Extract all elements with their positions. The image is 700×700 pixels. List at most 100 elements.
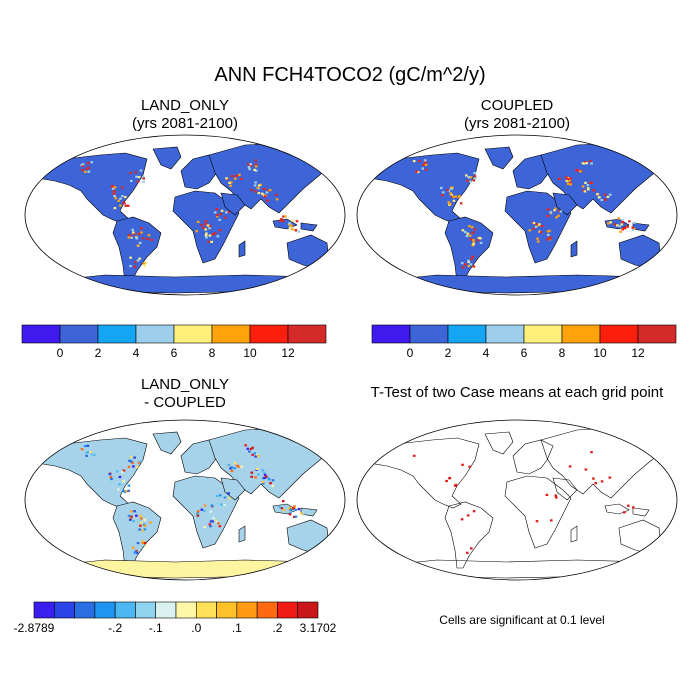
colorbar-1-box-4 — [173, 324, 213, 344]
grid-cell-2-5-1 — [536, 224, 540, 227]
grid-cell-1-7-7 — [227, 211, 230, 214]
grid-cell-1-14-6 — [136, 180, 140, 183]
grid-cell-2-11-9 — [621, 228, 624, 231]
grid-cell-3-12-9 — [240, 465, 243, 468]
grid-cell-2-4-0 — [461, 266, 465, 269]
grid-cell-1-4-8 — [142, 262, 146, 265]
colorbar-3-box-4 — [114, 601, 136, 619]
grid-cell-3-0-5 — [109, 476, 113, 479]
grid-cell-3-9-0 — [271, 484, 275, 487]
grid-cell-2-1-6 — [452, 199, 456, 202]
grid-cell-2-0-9 — [446, 188, 449, 192]
grid-cell-2-14-2 — [465, 174, 468, 177]
grid-cell-4-8-0 — [592, 477, 595, 480]
grid-cell-1-9-3 — [265, 191, 269, 194]
grid-cell-3-15-8 — [85, 454, 88, 457]
grid-cell-3-3-1 — [139, 524, 142, 527]
colorbar-2-tick-label-5: 10 — [593, 346, 607, 360]
grid-cell-1-6-9 — [218, 229, 222, 232]
grid-cell-3-6-0 — [218, 525, 222, 528]
grid-cell-1-2-6 — [128, 233, 131, 237]
grid-cell-2-12-7 — [566, 178, 569, 181]
landmass-europe-4 — [512, 439, 554, 475]
grid-cell-4-7-2 — [554, 494, 557, 497]
grid-cell-2-8-6 — [589, 181, 592, 184]
grid-cell-3-7-4 — [215, 494, 219, 498]
grid-cell-1-10-8 — [284, 215, 287, 218]
panel-1-title: LAND_ONLY (yrs 2081-2100) — [25, 97, 345, 133]
panel-1-title-line1: LAND_ONLY — [140, 97, 230, 114]
grid-cell-3-15-4 — [93, 453, 96, 456]
grid-cell-2-0-6 — [450, 187, 453, 190]
grid-cell-1-1-6 — [124, 196, 127, 199]
grid-cell-3-3-6 — [143, 518, 147, 521]
grid-cell-1-7-2 — [218, 218, 221, 221]
grid-cell-4-4-2 — [470, 547, 473, 550]
grid-cell-2-13-9 — [590, 162, 593, 165]
grid-cell-3-8-4 — [250, 471, 254, 474]
grid-cell-1-3-2 — [147, 234, 151, 237]
grid-cell-4-7-1 — [545, 493, 549, 496]
colorbar-2-box-2 — [447, 324, 487, 344]
colorbar-2-box-3 — [485, 324, 525, 344]
grid-cell-1-13-2 — [254, 159, 258, 162]
grid-cell-1-12-2 — [234, 177, 237, 180]
grid-cell-2-0-5 — [450, 194, 454, 197]
colorbar-3-box-7 — [175, 601, 197, 619]
grid-cell-1-1-9 — [122, 201, 125, 204]
colorbar-2-tick-label-4: 8 — [559, 346, 566, 360]
grid-cell-3-1-8 — [118, 483, 121, 486]
grid-cell-1-9-9 — [263, 195, 267, 198]
grid-cell-2-0-2 — [451, 186, 454, 189]
grid-cell-1-10-1 — [282, 219, 285, 223]
grid-cell-1-6-6 — [216, 235, 220, 238]
grid-cell-2-4-3 — [471, 255, 474, 258]
grid-cell-1-11-9 — [294, 229, 298, 232]
grid-cell-3-5-3 — [197, 513, 201, 516]
grid-cell-3-11-9 — [300, 512, 303, 515]
grid-cell-3-6-5 — [212, 516, 215, 519]
grid-cell-3-5-2 — [196, 512, 199, 515]
landmass-arabia-3 — [220, 477, 246, 501]
grid-cell-3-12-7 — [227, 463, 231, 466]
grid-cell-2-0-7 — [447, 189, 451, 192]
grid-cell-2-0-1 — [440, 186, 443, 190]
grid-cell-1-15-4 — [87, 170, 91, 173]
colorbar-3-box-11 — [256, 601, 278, 619]
grid-cell-3-4-6 — [144, 544, 148, 547]
grid-cell-3-1-3 — [122, 489, 125, 492]
grid-cell-1-9-5 — [275, 198, 279, 201]
grid-cell-2-11-3 — [628, 220, 631, 223]
grid-cell-2-3-9 — [468, 234, 472, 237]
grid-cell-3-4-8 — [143, 541, 147, 545]
colorbar-2-box-5 — [561, 324, 601, 344]
grid-cell-2-15-5 — [423, 159, 427, 162]
grid-cell-3-14-4 — [127, 465, 131, 468]
grid-cell-1-12-4 — [230, 175, 234, 178]
landmass-northAmerica-4 — [371, 437, 480, 509]
grid-cell-1-13-4 — [247, 163, 250, 166]
grid-cell-3-7-9 — [218, 494, 222, 497]
grid-cell-2-4-2 — [467, 260, 470, 264]
grid-cell-1-2-0 — [131, 228, 134, 231]
grid-cell-1-6-1 — [210, 240, 213, 243]
grid-cell-3-13-0 — [255, 453, 258, 457]
grid-cell-2-12-2 — [565, 179, 569, 183]
grid-cell-3-15-3 — [80, 448, 84, 451]
grid-cell-1-1-5 — [119, 197, 122, 200]
grid-cell-3-7-1 — [215, 502, 219, 505]
grid-cell-3-14-6 — [130, 460, 133, 463]
grid-cell-3-13-2 — [248, 450, 251, 453]
grid-cell-2-14-6 — [473, 171, 476, 175]
landmass-africa-4 — [504, 475, 572, 549]
grid-cell-3-2-7 — [133, 510, 136, 513]
colorbar-3-tick-label-3: .0 — [191, 621, 201, 635]
grid-cell-2-14-9 — [472, 179, 476, 182]
grid-cell-1-11-0 — [295, 220, 299, 223]
grid-cell-2-3-5 — [472, 243, 475, 246]
grid-cell-2-6-6 — [548, 236, 552, 239]
grid-cell-1-7-8 — [225, 211, 228, 214]
grid-cell-3-4-9 — [131, 546, 135, 549]
grid-cell-3-12-6 — [230, 466, 233, 469]
grid-cell-3-9-4 — [268, 478, 271, 481]
